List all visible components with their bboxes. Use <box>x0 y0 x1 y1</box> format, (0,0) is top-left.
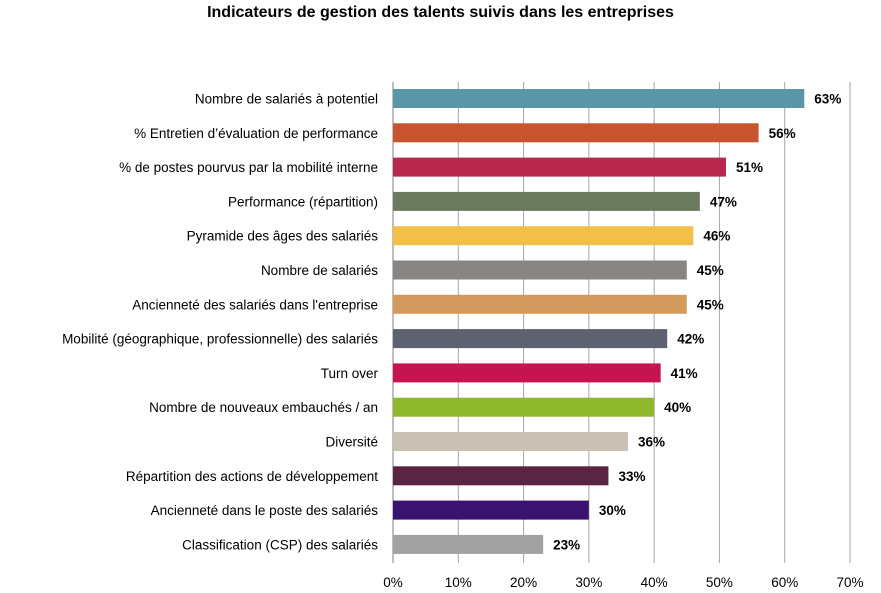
chart-title: Indicateurs de gestion des talents suivi… <box>207 4 674 21</box>
x-tick-label: 10% <box>445 575 472 590</box>
category-label: Nombre de salariés à potentiel <box>195 92 378 107</box>
data-label: 41% <box>671 366 698 381</box>
data-label: 63% <box>814 92 841 107</box>
bar <box>393 226 694 246</box>
bar <box>393 466 609 486</box>
data-label: 47% <box>710 194 737 209</box>
bar <box>393 329 668 349</box>
data-label: 23% <box>553 537 580 552</box>
data-label: 30% <box>599 503 626 518</box>
data-label: 46% <box>703 229 730 244</box>
bar <box>393 397 655 417</box>
bar <box>393 363 661 383</box>
category-label: Ancienneté des salariés dans l'entrepris… <box>132 297 378 312</box>
data-label: 40% <box>664 400 691 415</box>
bar <box>393 157 726 177</box>
data-label: 33% <box>618 469 645 484</box>
category-label: Turn over <box>321 366 379 381</box>
data-label: 45% <box>697 263 724 278</box>
x-tick-label: 50% <box>706 575 733 590</box>
category-label: Classification (CSP) des salariés <box>182 537 378 552</box>
x-tick-label: 70% <box>836 575 863 590</box>
category-label: Répartition des actions de développement <box>126 469 378 484</box>
bar <box>393 294 687 314</box>
bar <box>393 123 759 143</box>
data-label: 42% <box>677 332 704 347</box>
bar <box>393 260 687 280</box>
x-tick-label: 20% <box>510 575 537 590</box>
bar <box>393 534 544 554</box>
bar <box>393 191 700 211</box>
x-tick-label: 30% <box>575 575 602 590</box>
data-label: 51% <box>736 160 763 175</box>
x-tick-label: 40% <box>641 575 668 590</box>
x-tick-label: 0% <box>383 575 403 590</box>
category-label: % de postes pourvus par la mobilité inte… <box>119 160 378 175</box>
category-label: Nombre de salariés <box>261 263 378 278</box>
category-label: Nombre de nouveaux embauchés / an <box>149 400 378 415</box>
data-label: 56% <box>769 126 796 141</box>
category-label: Ancienneté dans le poste des salariés <box>151 503 379 518</box>
category-label: Diversité <box>325 435 378 450</box>
bar <box>393 500 589 520</box>
data-label: 45% <box>697 297 724 312</box>
bar <box>393 89 805 108</box>
category-label: Mobilité (géographique, professionnelle)… <box>62 332 378 347</box>
category-label: Performance (répartition) <box>228 194 378 209</box>
data-label: 36% <box>638 435 665 450</box>
x-tick-label: 60% <box>771 575 798 590</box>
category-label: % Entretien d’évaluation de performance <box>134 126 378 141</box>
category-label: Pyramide des âges des salariés <box>187 229 379 244</box>
bar <box>393 432 629 451</box>
